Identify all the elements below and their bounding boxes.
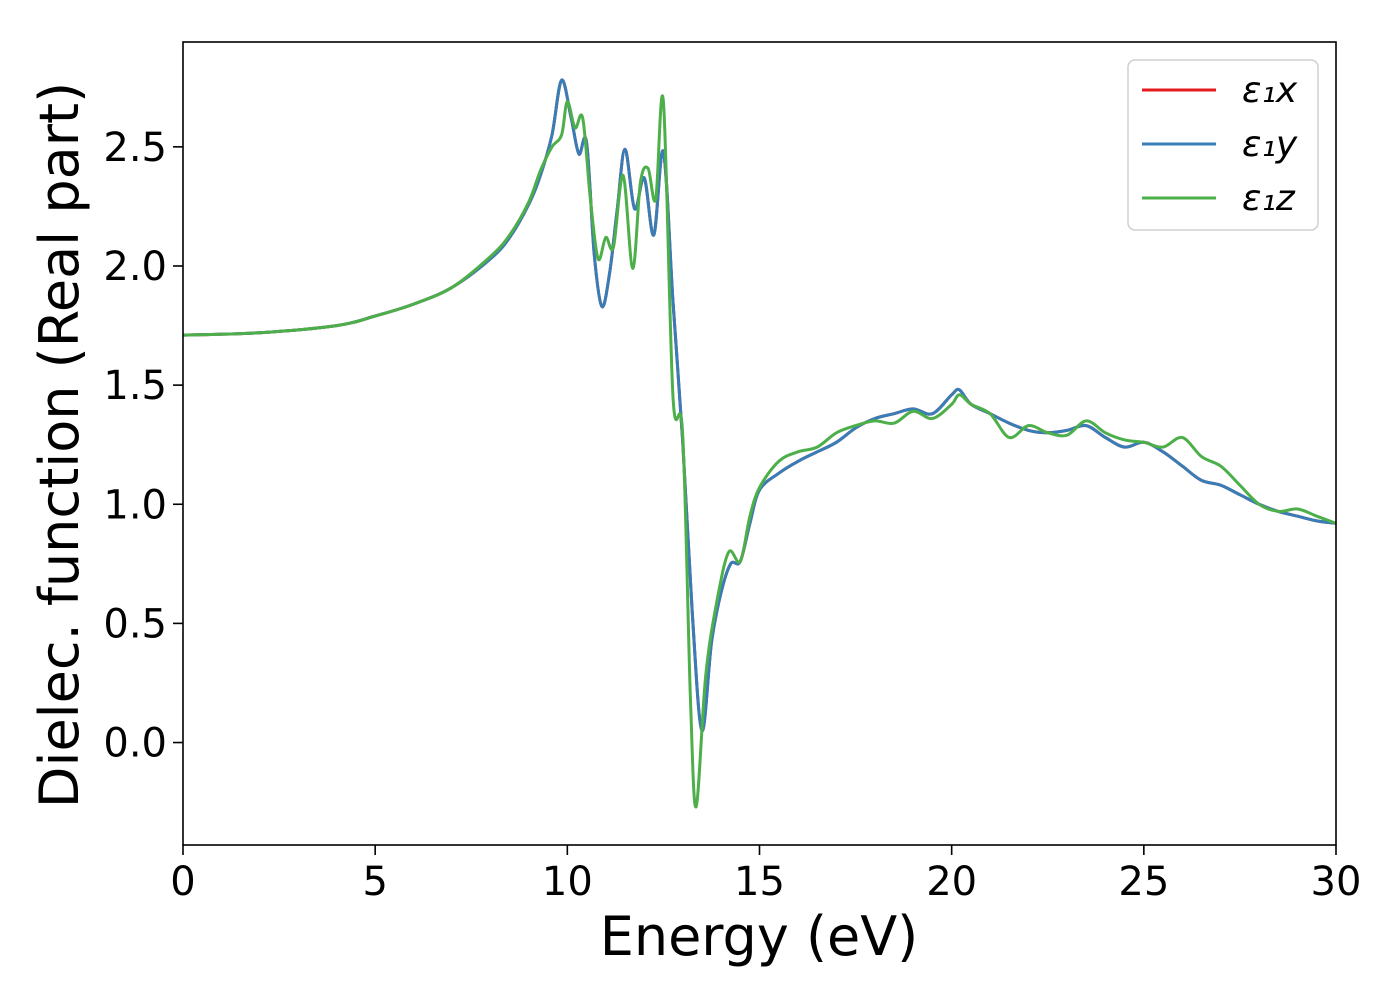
y-axis-title: Dielec. function (Real part) — [28, 82, 91, 808]
plot-lines — [183, 78, 1336, 809]
legend-label: ε₁y — [1242, 124, 1298, 165]
series-line-3 — [183, 94, 1336, 809]
x-tick-label: 15 — [734, 859, 785, 905]
x-tick-label: 25 — [1118, 859, 1169, 905]
x-axis-title: Energy (eV) — [600, 905, 919, 968]
y-tick-label: 1.5 — [103, 363, 167, 409]
x-tick-label: 10 — [542, 859, 593, 905]
legend-label: ε₁x — [1242, 70, 1298, 111]
y-axis: 0.0 0.5 1.0 1.5 2.0 2.5 — [103, 125, 183, 767]
x-tick-label: 5 — [362, 859, 387, 905]
y-tick-label: 2.5 — [103, 125, 167, 171]
legend-box — [1127, 59, 1319, 231]
y-tick-label: 0.5 — [103, 601, 167, 647]
legend-label: ε₁z — [1242, 178, 1296, 219]
series-line-2 — [183, 78, 1336, 733]
x-tick-label: 30 — [1311, 859, 1362, 905]
y-tick-label: 2.0 — [103, 244, 167, 290]
x-tick-label: 20 — [926, 859, 977, 905]
y-tick-label: 0.0 — [103, 721, 167, 767]
legend: ε₁x ε₁y ε₁z — [1127, 59, 1319, 231]
legend-entries: ε₁x ε₁y ε₁z — [1142, 70, 1298, 219]
y-tick-label: 1.0 — [103, 482, 167, 528]
x-axis: 0 5 10 15 20 25 30 — [170, 845, 1361, 905]
x-tick-label: 0 — [170, 859, 195, 905]
